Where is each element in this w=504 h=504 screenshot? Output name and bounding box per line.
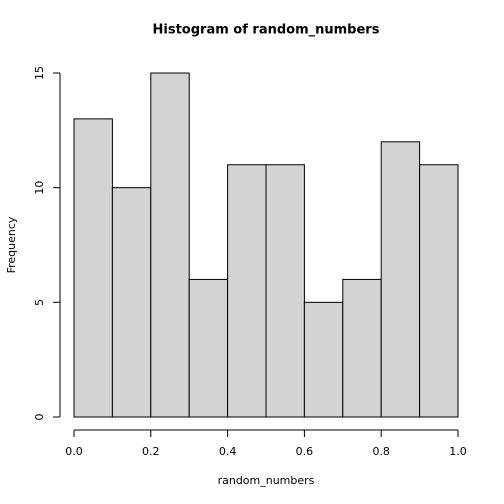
bar — [188, 278, 229, 418]
x-tick-label: 0.4 — [219, 445, 237, 458]
bar — [265, 164, 305, 418]
x-tick-label: 1.0 — [449, 445, 467, 458]
y-tick-label: 15 — [33, 66, 46, 80]
bar — [342, 278, 382, 418]
bar — [303, 301, 344, 418]
x-tick-label: 0.2 — [142, 445, 160, 458]
y-tick-label: 0 — [33, 414, 46, 421]
x-tick-label: 0.0 — [65, 445, 83, 458]
bar — [227, 164, 267, 418]
x-tick-label: 0.6 — [296, 445, 314, 458]
bar — [419, 164, 459, 418]
x-axis-label: random_numbers — [218, 474, 315, 487]
bar — [111, 187, 152, 418]
chart-title: Histogram of random_numbers — [153, 23, 380, 38]
bar — [150, 72, 190, 418]
x-tick-label: 0.8 — [372, 445, 390, 458]
y-tick-label: 5 — [33, 299, 46, 306]
y-tick-label: 10 — [33, 181, 46, 195]
bar — [380, 141, 421, 418]
bar — [73, 118, 113, 418]
y-axis-label: Frequency — [5, 216, 18, 273]
